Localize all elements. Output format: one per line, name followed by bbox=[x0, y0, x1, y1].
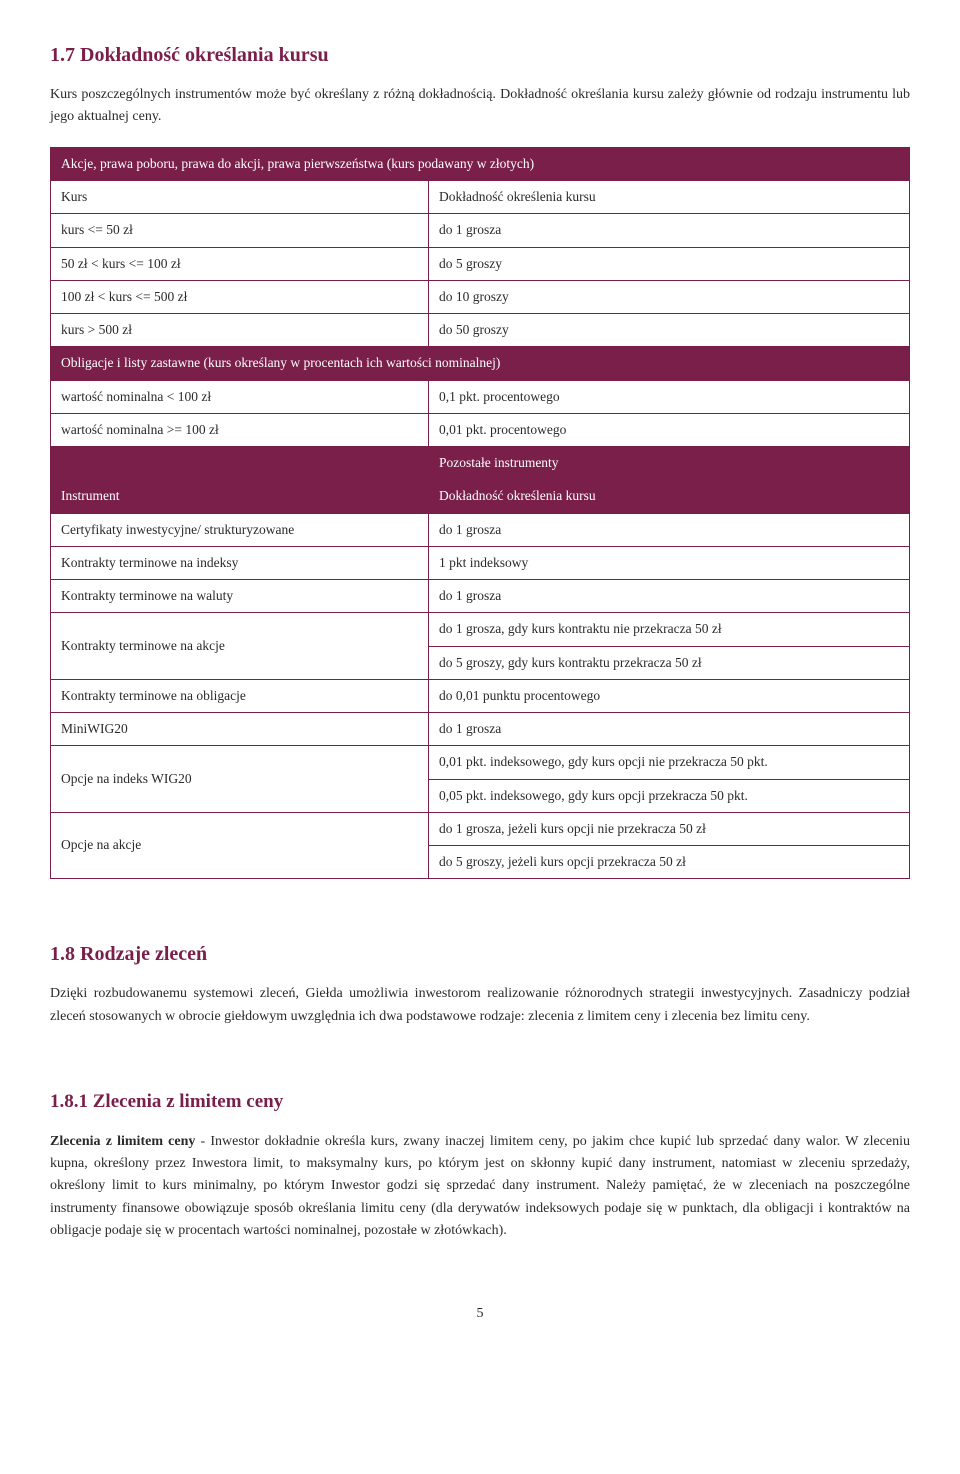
para-1-8: Dzięki rozbudowanemu systemowi zleceń, G… bbox=[50, 983, 910, 1028]
cell: do 1 grosza, jeżeli kurs opcji nie przek… bbox=[428, 812, 909, 845]
cell: do 1 grosza, gdy kurs kontraktu nie prze… bbox=[428, 613, 909, 646]
cell: 50 zł < kurs <= 100 zł bbox=[51, 247, 429, 280]
cell: 1 pkt indeksowy bbox=[428, 546, 909, 579]
cell: Opcje na akcje bbox=[51, 812, 429, 879]
bold-lead: Zlecenia z limitem ceny bbox=[50, 1134, 195, 1149]
cell: do 50 groszy bbox=[428, 314, 909, 347]
para-1-7: Kurs poszczególnych instrumentów może by… bbox=[50, 84, 910, 129]
cell-empty bbox=[51, 447, 429, 480]
cell: 0,01 pkt. indeksowego, gdy kurs opcji ni… bbox=[428, 746, 909, 779]
cell: do 0,01 punktu procentowego bbox=[428, 679, 909, 712]
heading-1-8-1: 1.8.1 Zlecenia z limitem ceny bbox=[50, 1088, 910, 1117]
cell: do 1 grosza bbox=[428, 513, 909, 546]
para-rest: - Inwestor dokładnie określa kurs, zwany… bbox=[50, 1134, 910, 1239]
cell: wartość nominalna < 100 zł bbox=[51, 380, 429, 413]
cell: wartość nominalna >= 100 zł bbox=[51, 413, 429, 446]
table-header-1: Akcje, prawa poboru, prawa do akcji, pra… bbox=[51, 147, 910, 180]
cell: Certyfikaty inwestycyjne/ strukturyzowan… bbox=[51, 513, 429, 546]
cell: Kontrakty terminowe na obligacje bbox=[51, 679, 429, 712]
para-1-8-1: Zlecenia z limitem ceny - Inwestor dokła… bbox=[50, 1131, 910, 1243]
heading-1-7: 1.7 Dokładność określania kursu bbox=[50, 40, 910, 70]
section-1-7: 1.7 Dokładność określania kursu Kurs pos… bbox=[50, 40, 910, 879]
cell: MiniWIG20 bbox=[51, 713, 429, 746]
cell: do 1 grosza bbox=[428, 713, 909, 746]
cell: 0,1 pkt. procentowego bbox=[428, 380, 909, 413]
cell: Dokładność określenia kursu bbox=[428, 480, 909, 513]
table-header-3: Pozostałe instrumenty bbox=[428, 447, 909, 480]
cell: 0,05 pkt. indeksowego, gdy kurs opcji pr… bbox=[428, 779, 909, 812]
precision-table: Akcje, prawa poboru, prawa do akcji, pra… bbox=[50, 147, 910, 880]
cell: Kontrakty terminowe na akcje bbox=[51, 613, 429, 680]
cell: do 5 groszy, jeżeli kurs opcji przekracz… bbox=[428, 846, 909, 879]
cell: kurs <= 50 zł bbox=[51, 214, 429, 247]
cell: do 5 groszy, gdy kurs kontraktu przekrac… bbox=[428, 646, 909, 679]
cell: 0,01 pkt. procentowego bbox=[428, 413, 909, 446]
cell: do 1 grosza bbox=[428, 580, 909, 613]
section-1-8: 1.8 Rodzaje zleceń Dzięki rozbudowanemu … bbox=[50, 939, 910, 1028]
section-1-8-1: 1.8.1 Zlecenia z limitem ceny Zlecenia z… bbox=[50, 1088, 910, 1242]
cell: do 5 groszy bbox=[428, 247, 909, 280]
cell: Instrument bbox=[51, 480, 429, 513]
cell: kurs > 500 zł bbox=[51, 314, 429, 347]
cell: Kontrakty terminowe na indeksy bbox=[51, 546, 429, 579]
cell: 100 zł < kurs <= 500 zł bbox=[51, 280, 429, 313]
cell: do 1 grosza bbox=[428, 214, 909, 247]
heading-1-8: 1.8 Rodzaje zleceń bbox=[50, 939, 910, 969]
table-header-2: Obligacje i listy zastawne (kurs określa… bbox=[51, 347, 910, 380]
page-number: 5 bbox=[50, 1303, 910, 1324]
cell: Kurs bbox=[51, 181, 429, 214]
cell: do 10 groszy bbox=[428, 280, 909, 313]
cell: Opcje na indeks WIG20 bbox=[51, 746, 429, 813]
cell: Dokładność określenia kursu bbox=[428, 181, 909, 214]
cell: Kontrakty terminowe na waluty bbox=[51, 580, 429, 613]
